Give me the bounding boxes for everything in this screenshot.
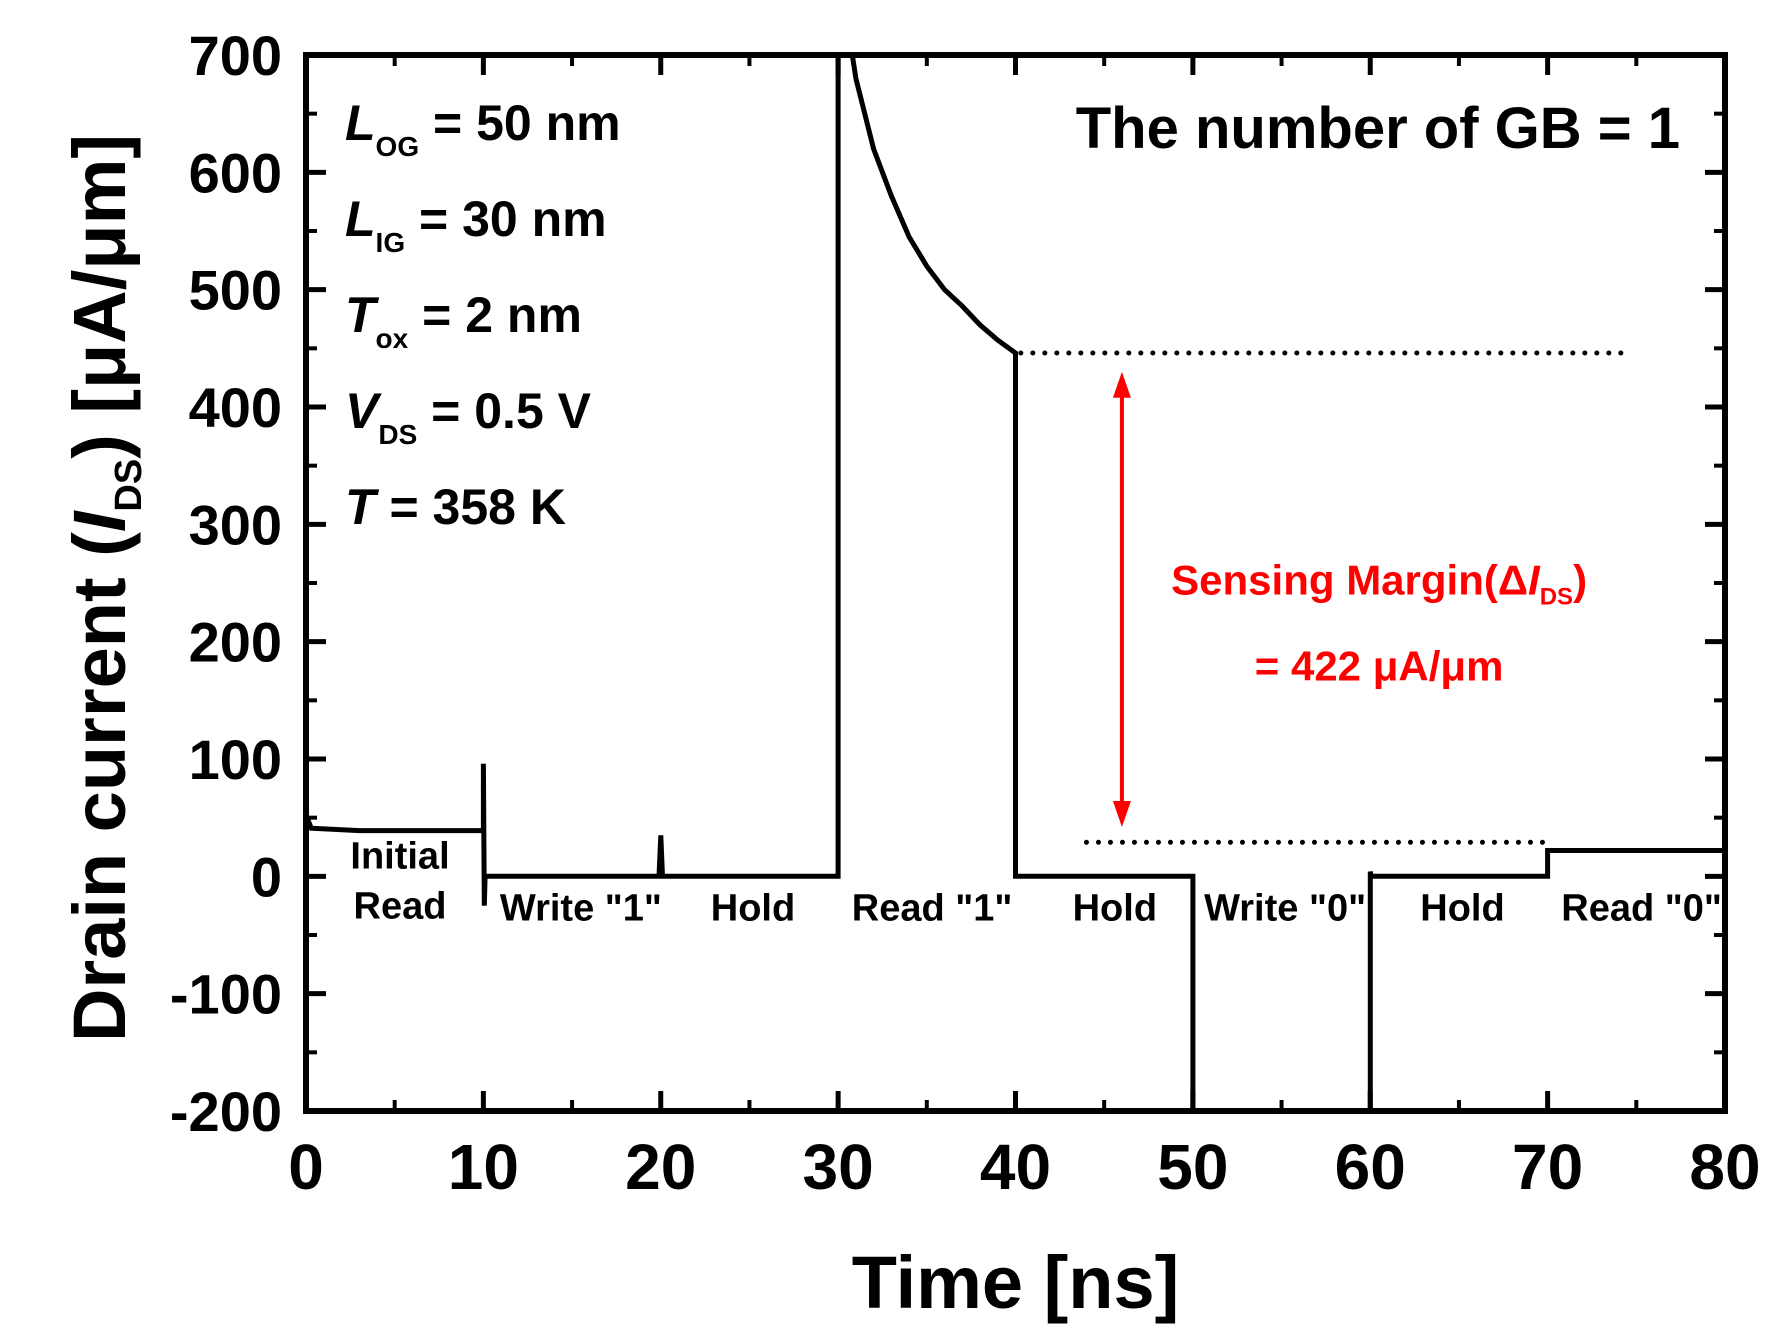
parameter-symbol: T <box>345 287 380 343</box>
phase-label: Read "1" <box>852 887 1013 929</box>
parameter-value: = 0.5 V <box>417 383 591 439</box>
y-tick-label: -200 <box>170 1080 282 1143</box>
sensing-margin-label-sub: DS <box>1540 584 1573 611</box>
y-axis-title: Drain current (IDS) [μA/μm] <box>58 134 150 1042</box>
parameter-value: = 50 nm <box>419 95 621 151</box>
parameter-label: LIG = 30 nm <box>345 191 607 258</box>
sensing-margin-label-symbol: I <box>1528 557 1541 604</box>
x-tick-label: 40 <box>980 1131 1051 1203</box>
phase-label: Read "0" <box>1561 887 1722 929</box>
chart-text: 0 10 20 30 40 50 60 70 80 -200 -100 0 100 200 300 400 50… <box>58 24 1761 1324</box>
x-tick-label: 70 <box>1512 1131 1583 1203</box>
sensing-margin-annotation: Sensing Margin(ΔIDS) = 422 μA/μm <box>1112 371 1587 828</box>
parameter-symbol: L <box>345 191 376 247</box>
parameter-value: = 30 nm <box>405 191 607 247</box>
x-tick-label: 60 <box>1335 1131 1406 1203</box>
x-tick-label: 50 <box>1157 1131 1228 1203</box>
y-tick-label: 100 <box>189 728 282 791</box>
y-axis-title-sub: DS <box>108 459 150 512</box>
x-axis-title: Time [ns] <box>852 1241 1180 1324</box>
parameter-symbol: L <box>345 95 376 151</box>
x-tick-label: 10 <box>448 1131 519 1203</box>
y-tick-label: 0 <box>251 845 282 908</box>
annotation-top-right: The number of GB = 1 <box>1076 96 1680 161</box>
y-axis-title-symbol: I <box>58 510 141 532</box>
phase-label: Write "0" <box>1204 887 1366 929</box>
parameter-symbol: V <box>345 383 382 439</box>
y-tick-label: 300 <box>189 493 282 556</box>
parameter-value: = 358 K <box>376 479 566 535</box>
x-tick-label: 20 <box>625 1131 696 1203</box>
y-tick-label: 500 <box>189 259 282 322</box>
x-tick-label: 30 <box>803 1131 874 1203</box>
parameter-sub: IG <box>376 227 406 258</box>
phase-label: Hold <box>711 887 795 929</box>
sensing-margin-value: = 422 μA/μm <box>1255 642 1504 689</box>
reference-lines <box>1018 350 1630 845</box>
x-tick-label: 0 <box>288 1131 324 1203</box>
x-tick-label: 80 <box>1689 1131 1760 1203</box>
y-tick-label: 400 <box>189 376 282 439</box>
y-axis-title-suffix: ) [μA/μm] <box>58 134 141 459</box>
sensing-margin-arrow-head-bottom <box>1112 801 1131 828</box>
series-line-0 <box>306 55 1725 1111</box>
parameter-value: = 2 nm <box>408 287 582 343</box>
parameter-label: T = 358 K <box>345 479 566 535</box>
phase-label: Initial <box>350 835 449 877</box>
y-tick-label: 200 <box>189 611 282 674</box>
sensing-margin-label: Sensing Margin(ΔIDS) <box>1171 557 1587 611</box>
parameter-sub: OG <box>376 131 420 162</box>
parameter-sub: DS <box>378 419 417 450</box>
parameter-label: LOG = 50 nm <box>345 95 621 162</box>
phase-label: Hold <box>1073 887 1157 929</box>
axis-ticks <box>303 52 1728 1114</box>
parameter-symbol: T <box>345 479 380 535</box>
y-axis-title-prefix: Drain current ( <box>58 532 141 1042</box>
phase-label: Hold <box>1420 887 1504 929</box>
parameter-label: VDS = 0.5 V <box>345 383 592 450</box>
y-tick-label: 600 <box>189 141 282 204</box>
parameter-label: Tox = 2 nm <box>345 287 582 354</box>
y-tick-label: 700 <box>189 24 282 87</box>
y-tick-label: -100 <box>170 963 282 1026</box>
parameter-sub: ox <box>376 323 409 354</box>
sensing-margin-label-suffix: ) <box>1573 557 1587 604</box>
sensing-margin-arrow-head-top <box>1112 371 1131 398</box>
phase-label: Read <box>354 885 447 927</box>
phase-label: Write "1" <box>500 887 662 929</box>
series-layer <box>306 55 1725 1111</box>
sensing-margin-label-prefix: Sensing Margin(Δ <box>1171 557 1528 604</box>
